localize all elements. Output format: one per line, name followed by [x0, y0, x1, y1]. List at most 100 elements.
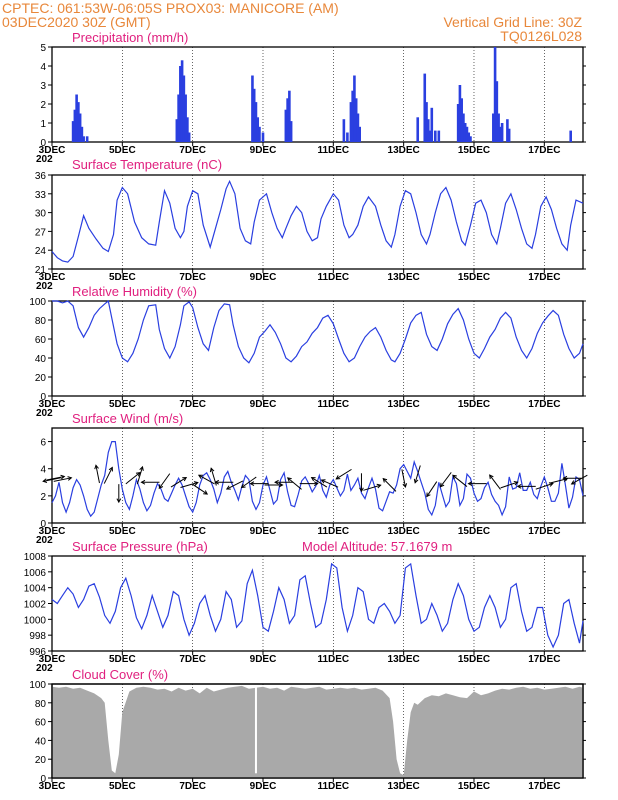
panel-3-xtick-label: 17DEC: [528, 526, 560, 537]
precip-bar: [75, 94, 78, 142]
precip-bar: [497, 113, 500, 142]
panel-5-xtick-label: 9DEC: [250, 781, 277, 792]
wind-arrow-head: [313, 481, 319, 486]
panel-4: Surface Pressure (hPa) Model Altitude: 57…: [24, 539, 586, 674]
precip-bar: [506, 119, 509, 142]
wind-arrow-head: [570, 480, 576, 485]
wind-arrow: [53, 477, 72, 482]
wind-arrow-head: [225, 485, 231, 490]
precip-bar: [346, 132, 349, 142]
panel-5-xtick-label: 11DEC: [317, 781, 349, 792]
precip-bar: [187, 132, 191, 142]
panel-3-xtick-label: 11DEC: [317, 526, 349, 537]
precip-bar: [180, 60, 184, 142]
panel-1-xtick-label: 17DEC: [528, 272, 560, 283]
panel-5-xtick-label: 5DEC: [109, 781, 136, 792]
panel-0-xtick-label: 7DEC: [179, 145, 206, 156]
precip-bar: [353, 75, 356, 142]
panel-2: Relative Humidity (%) 0 20 40 60 80 100 3DEC 5DE…: [29, 284, 586, 419]
panel-1-ytick-label: 21: [35, 265, 47, 276]
panel-5-xtick-label: 13DEC: [388, 781, 420, 792]
panel-4-ytick-label: 1006: [24, 568, 47, 579]
wind-arrow-head: [426, 492, 431, 498]
wind-arrow-head: [402, 483, 408, 489]
header-station-line: CPTEC: 061:53W-06:05S PROX03: MANICORE (…: [2, 0, 339, 16]
wind-arrow-head: [376, 483, 382, 489]
wind-arrow: [191, 483, 208, 495]
precip-bar: [467, 132, 471, 142]
panel-0-ytick-label: 0: [40, 138, 46, 149]
precip-bar: [456, 104, 460, 142]
panel-5-title: Cloud Cover (%): [72, 667, 168, 682]
wind-arrow-head: [310, 476, 316, 482]
panel-0-xtick-label: 15DEC: [458, 145, 490, 156]
panel-4-ytick-label: 1008: [24, 552, 47, 563]
precip-bar: [358, 126, 361, 142]
panel-1-xtick-label: 3DEC: [39, 272, 66, 283]
panel-4-xtick-label: 11DEC: [317, 654, 349, 665]
precip-bar: [354, 98, 358, 142]
wind-arrow-head: [60, 474, 66, 480]
panel-1-xtick-label: 7DEC: [179, 272, 206, 283]
wind-arrow-head: [209, 467, 215, 473]
panel-5-ytick-label: 20: [35, 755, 47, 766]
header-model-id: TQ0126L028: [500, 28, 582, 44]
panel-0-ytick-label: 4: [40, 62, 46, 73]
panel-2-xtick-label: 11DEC: [317, 399, 349, 410]
wind-arrow: [158, 473, 171, 489]
precip-bar: [351, 90, 354, 142]
precip-bar: [175, 119, 179, 142]
panel-3-xtick-label: 7DEC: [179, 526, 206, 537]
panel-4-xtick-label: 17DEC: [528, 654, 560, 665]
precip-bar: [177, 94, 180, 142]
panel-5-xtick-label: 15DEC: [458, 781, 490, 792]
panel-4-ytick-label: 1004: [24, 584, 47, 595]
panel-1-xtick-label: 9DEC: [250, 272, 277, 283]
precip-bar: [416, 117, 420, 142]
panel-3-ytick-label: 6: [40, 438, 46, 449]
wind-arrow: [500, 481, 518, 489]
precip-bar: [85, 136, 89, 142]
wind-arrow-head: [158, 484, 164, 490]
wind-arrow-head: [516, 484, 522, 489]
panel-1-xtick-label: 11DEC: [317, 272, 349, 283]
panel-1: Surface Temperature (nC) 21 24 27 30 33 36 3DEC…: [35, 157, 586, 292]
panel-1-year-label: 202: [36, 281, 53, 292]
precip-bar: [78, 113, 82, 142]
panel-2-ytick-label: 40: [35, 354, 47, 365]
panel-5-xtick-label: 7DEC: [179, 781, 206, 792]
panel-5-frame-top: [51, 683, 584, 779]
wind-arrow-head: [467, 481, 473, 486]
panel-3-frame: [51, 427, 584, 524]
panel-2-xtick-label: 3DEC: [39, 399, 66, 410]
precip-bar: [73, 109, 77, 142]
panel-2-ytick-label: 60: [35, 335, 47, 346]
precip-bar: [469, 136, 472, 142]
panel-4-xtick-label: 13DEC: [388, 654, 420, 665]
wind-arrow-head: [193, 481, 199, 486]
wind-arrow: [401, 469, 406, 488]
wind-arrow-head: [335, 475, 341, 480]
wind-arrow: [452, 474, 468, 487]
wind-arrow-head: [108, 466, 113, 472]
wind-arrow-head: [286, 477, 292, 482]
panel-3-xtick-label: 5DEC: [109, 526, 136, 537]
wind-arrow-head: [240, 483, 246, 489]
panel-2-xtick-label: 7DEC: [179, 399, 206, 410]
panel-4-ytick-label: 998: [29, 631, 46, 642]
panel-5: Cloud Cover (%) 0 20 40 60 80 100 3DEC 5DEC 7DEC 9…: [29, 667, 586, 792]
panel-2-xtick-label: 15DEC: [458, 399, 490, 410]
panel-2-ytick-label: 80: [35, 316, 47, 327]
precip-bar: [258, 126, 261, 142]
panel-0-xtick-label: 3DEC: [39, 145, 66, 156]
panel-0-xtick-label: 17DEC: [528, 145, 560, 156]
panel-5-ytick-label: 40: [35, 736, 47, 747]
precip-bar: [423, 73, 427, 142]
precip-bar: [356, 113, 360, 142]
precip-bar: [493, 47, 497, 142]
wind-arrow: [241, 476, 257, 488]
panel-4-ytick-label: 1002: [24, 600, 47, 611]
wind-arrow-head: [278, 482, 284, 488]
panel-3-xtick-label: 3DEC: [39, 526, 66, 537]
panel-0-ytick-label: 2: [40, 100, 46, 111]
